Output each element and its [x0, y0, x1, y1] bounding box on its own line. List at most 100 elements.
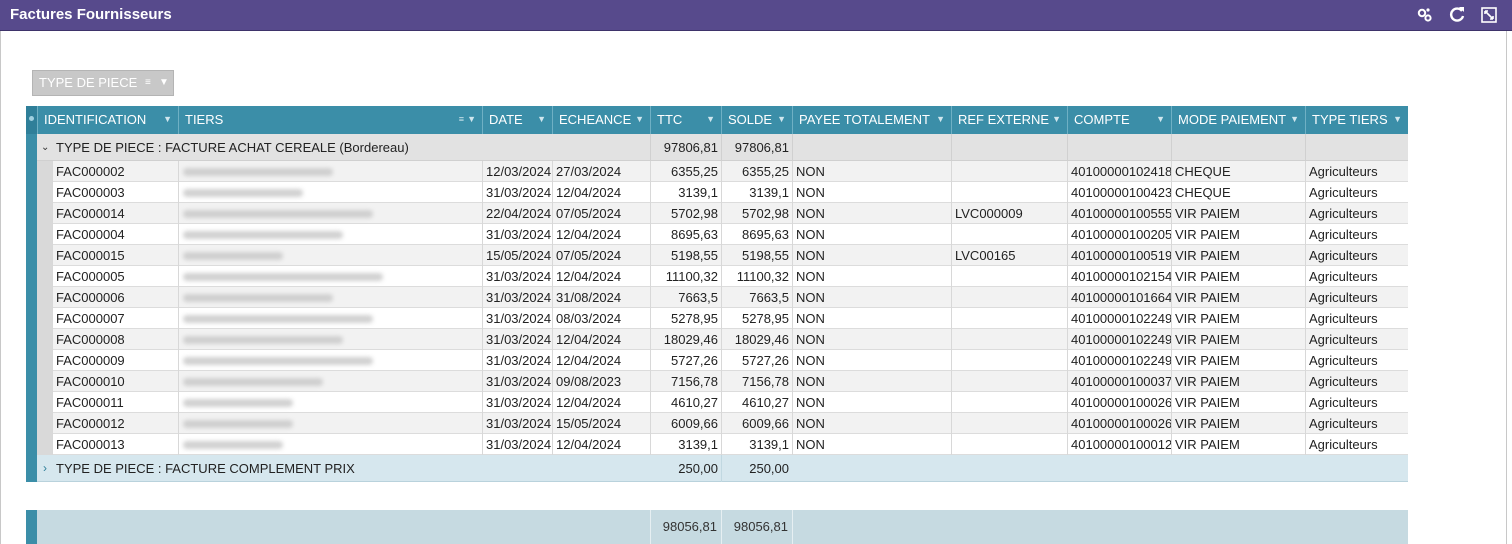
- sort-icon[interactable]: ≡: [145, 77, 151, 88]
- cell-payee-totalement[interactable]: NON: [792, 287, 951, 308]
- filter-icon[interactable]: ▼: [1156, 114, 1165, 124]
- cell-type-tiers[interactable]: Agriculteurs: [1305, 182, 1408, 203]
- cell-ref-externe[interactable]: [951, 224, 1067, 245]
- table-row[interactable]: FAC000005 31/03/2024 12/04/2024 11100,32 111…: [26, 266, 1408, 287]
- settings-icon[interactable]: [1415, 5, 1435, 25]
- cell-date[interactable]: 22/04/2024: [482, 203, 552, 224]
- cell-compte[interactable]: 40100000101664: [1067, 287, 1171, 308]
- table-row[interactable]: FAC000002 12/03/2024 27/03/2024 6355,25 6355…: [26, 161, 1408, 182]
- filter-icon[interactable]: ▼: [537, 114, 546, 124]
- table-row[interactable]: FAC000007 31/03/2024 08/03/2024 5278,95 5278…: [26, 308, 1408, 329]
- col-header-type-tiers[interactable]: TYPE TIERS ▼: [1305, 106, 1408, 134]
- cell-date[interactable]: 31/03/2024: [482, 287, 552, 308]
- cell-payee-totalement[interactable]: NON: [792, 245, 951, 266]
- cell-echeance[interactable]: 12/04/2024: [552, 392, 650, 413]
- refresh-icon[interactable]: [1447, 5, 1467, 25]
- col-header-date[interactable]: DATE ▼: [482, 106, 552, 134]
- row-handle[interactable]: [26, 245, 37, 266]
- row-handle[interactable]: [26, 182, 37, 203]
- cell-ref-externe[interactable]: [951, 266, 1067, 287]
- row-handle[interactable]: [26, 308, 37, 329]
- cell-type-tiers[interactable]: Agriculteurs: [1305, 224, 1408, 245]
- cell-identification[interactable]: FAC000006: [52, 287, 178, 308]
- col-header-compte[interactable]: COMPTE ▼: [1067, 106, 1171, 134]
- cell-tiers[interactable]: [178, 266, 482, 287]
- cell-payee-totalement[interactable]: NON: [792, 161, 951, 182]
- cell-mode-paiement[interactable]: VIR PAIEM: [1171, 434, 1305, 455]
- cell-echeance[interactable]: 09/08/2023: [552, 371, 650, 392]
- col-header-solde[interactable]: SOLDE ▼: [721, 106, 792, 134]
- cell-ref-externe[interactable]: [951, 308, 1067, 329]
- cell-compte[interactable]: 40100000102249: [1067, 350, 1171, 371]
- cell-ref-externe[interactable]: [951, 350, 1067, 371]
- filter-icon[interactable]: ▼: [777, 114, 786, 124]
- cell-identification[interactable]: FAC000014: [52, 203, 178, 224]
- chevron-down-icon[interactable]: ⌄: [41, 142, 50, 153]
- cell-ttc[interactable]: 5278,95: [650, 308, 721, 329]
- cell-ttc[interactable]: 8695,63: [650, 224, 721, 245]
- row-handle[interactable]: [26, 134, 37, 161]
- cell-ref-externe[interactable]: [951, 182, 1067, 203]
- cell-identification[interactable]: FAC000002: [52, 161, 178, 182]
- cell-identification[interactable]: FAC000015: [52, 245, 178, 266]
- cell-solde[interactable]: 7663,5: [721, 287, 792, 308]
- cell-mode-paiement[interactable]: VIR PAIEM: [1171, 266, 1305, 287]
- cell-tiers[interactable]: [178, 224, 482, 245]
- table-row[interactable]: FAC000013 31/03/2024 12/04/2024 3139,1 3139,…: [26, 434, 1408, 455]
- cell-tiers[interactable]: [178, 413, 482, 434]
- cell-solde[interactable]: 5702,98: [721, 203, 792, 224]
- row-handle[interactable]: [26, 287, 37, 308]
- cell-echeance[interactable]: 12/04/2024: [552, 224, 650, 245]
- cell-solde[interactable]: 6355,25: [721, 161, 792, 182]
- row-handle[interactable]: [26, 329, 37, 350]
- cell-ref-externe[interactable]: LVC00165: [951, 245, 1067, 266]
- row-handle[interactable]: [26, 392, 37, 413]
- row-handle[interactable]: [26, 371, 37, 392]
- cell-solde[interactable]: 4610,27: [721, 392, 792, 413]
- cell-ref-externe[interactable]: [951, 392, 1067, 413]
- cell-tiers[interactable]: [178, 434, 482, 455]
- cell-ttc[interactable]: 5198,55: [650, 245, 721, 266]
- row-handle[interactable]: [26, 413, 37, 434]
- cell-echeance[interactable]: 31/08/2024: [552, 287, 650, 308]
- row-handle[interactable]: [26, 203, 37, 224]
- cell-ttc[interactable]: 6355,25: [650, 161, 721, 182]
- cell-type-tiers[interactable]: Agriculteurs: [1305, 371, 1408, 392]
- cell-payee-totalement[interactable]: NON: [792, 392, 951, 413]
- cell-date[interactable]: 31/03/2024: [482, 371, 552, 392]
- cell-type-tiers[interactable]: Agriculteurs: [1305, 287, 1408, 308]
- cell-type-tiers[interactable]: Agriculteurs: [1305, 392, 1408, 413]
- group-row[interactable]: › TYPE DE PIECE : FACTURE COMPLEMENT PRI…: [26, 455, 1408, 482]
- cell-type-tiers[interactable]: Agriculteurs: [1305, 308, 1408, 329]
- cell-payee-totalement[interactable]: NON: [792, 413, 951, 434]
- cell-ref-externe[interactable]: [951, 287, 1067, 308]
- cell-ttc[interactable]: 7663,5: [650, 287, 721, 308]
- cell-mode-paiement[interactable]: VIR PAIEM: [1171, 287, 1305, 308]
- cell-tiers[interactable]: [178, 371, 482, 392]
- cell-solde[interactable]: 7156,78: [721, 371, 792, 392]
- filter-icon[interactable]: ▼: [163, 114, 172, 124]
- cell-type-tiers[interactable]: Agriculteurs: [1305, 245, 1408, 266]
- cell-ref-externe[interactable]: LVC000009: [951, 203, 1067, 224]
- cell-compte[interactable]: 40100000100012: [1067, 434, 1171, 455]
- cell-mode-paiement[interactable]: VIR PAIEM: [1171, 308, 1305, 329]
- cell-identification[interactable]: FAC000004: [52, 224, 178, 245]
- cell-solde[interactable]: 18029,46: [721, 329, 792, 350]
- cell-type-tiers[interactable]: Agriculteurs: [1305, 203, 1408, 224]
- cell-type-tiers[interactable]: Agriculteurs: [1305, 350, 1408, 371]
- cell-mode-paiement[interactable]: VIR PAIEM: [1171, 371, 1305, 392]
- cell-tiers[interactable]: [178, 287, 482, 308]
- cell-solde[interactable]: 8695,63: [721, 224, 792, 245]
- table-row[interactable]: FAC000010 31/03/2024 09/08/2023 7156,78 7156…: [26, 371, 1408, 392]
- cell-tiers[interactable]: [178, 245, 482, 266]
- cell-identification[interactable]: FAC000005: [52, 266, 178, 287]
- cell-ref-externe[interactable]: [951, 434, 1067, 455]
- cell-ttc[interactable]: 18029,46: [650, 329, 721, 350]
- cell-ref-externe[interactable]: [951, 329, 1067, 350]
- cell-echeance[interactable]: 12/04/2024: [552, 434, 650, 455]
- cell-date[interactable]: 31/03/2024: [482, 308, 552, 329]
- chevron-right-icon[interactable]: ›: [43, 461, 47, 475]
- cell-compte[interactable]: 40100000102154: [1067, 266, 1171, 287]
- cell-payee-totalement[interactable]: NON: [792, 329, 951, 350]
- cell-mode-paiement[interactable]: CHEQUE: [1171, 182, 1305, 203]
